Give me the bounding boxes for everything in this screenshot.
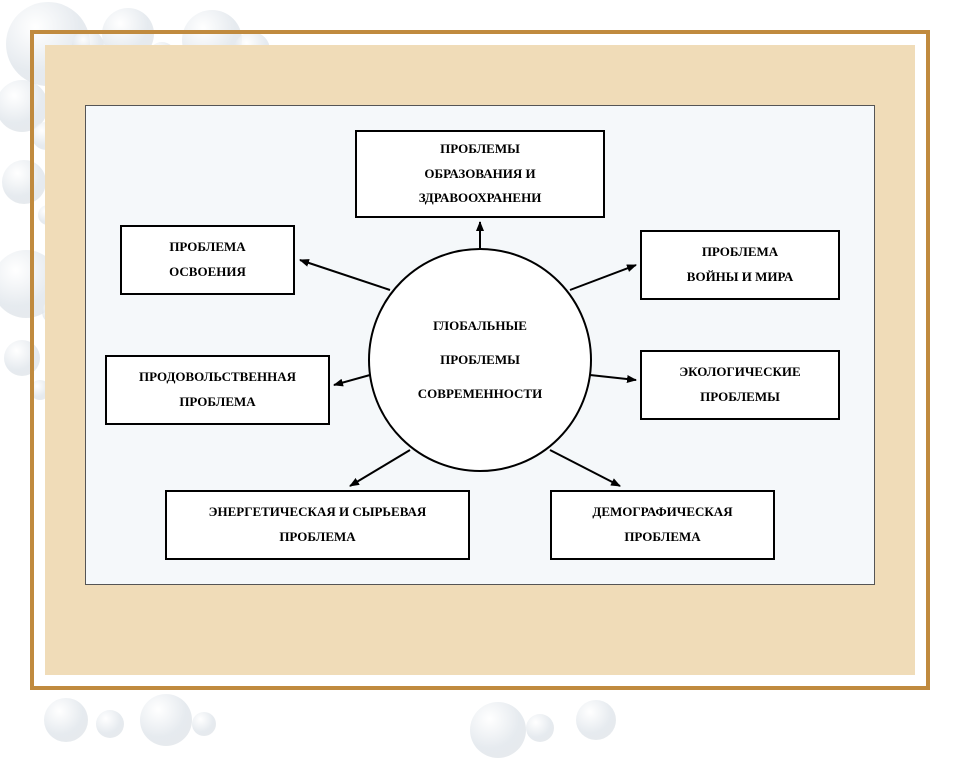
bubble xyxy=(96,710,124,738)
node-n-ml: ПРОДОВОЛЬСТВЕННАЯПРОБЛЕМА xyxy=(105,355,330,425)
center-line-2: ПРОБЛЕМЫ xyxy=(440,343,520,377)
node-n-mr-line: ПРОБЛЕМЫ xyxy=(700,385,780,410)
bubble xyxy=(526,714,554,742)
bubble xyxy=(576,700,616,740)
center-node: ГЛОБАЛЬНЫЕ ПРОБЛЕМЫ СОВРЕМЕННОСТИ xyxy=(368,248,592,472)
node-n-top: ПРОБЛЕМЫОБРАЗОВАНИЯ ИЗДРАВООХРАНЕНИ xyxy=(355,130,605,218)
node-n-br: ДЕМОГРАФИЧЕСКАЯПРОБЛЕМА xyxy=(550,490,775,560)
center-line-1: ГЛОБАЛЬНЫЕ xyxy=(433,309,527,343)
node-n-bl: ЭНЕРГЕТИЧЕСКАЯ И СЫРЬЕВАЯПРОБЛЕМА xyxy=(165,490,470,560)
node-n-br-line: ПРОБЛЕМА xyxy=(624,525,700,550)
center-line-3: СОВРЕМЕННОСТИ xyxy=(418,377,542,411)
node-n-top-line: ЗДРАВООХРАНЕНИ xyxy=(419,186,542,211)
node-n-top-line: ОБРАЗОВАНИЯ И xyxy=(424,162,535,187)
node-n-tr-line: ПРОБЛЕМА xyxy=(702,240,778,265)
node-n-tl: ПРОБЛЕМАОСВОЕНИЯ xyxy=(120,225,295,295)
node-n-bl-line: ПРОБЛЕМА xyxy=(279,525,355,550)
node-n-mr: ЭКОЛОГИЧЕСКИЕПРОБЛЕМЫ xyxy=(640,350,840,420)
node-n-tl-line: ОСВОЕНИЯ xyxy=(169,260,246,285)
node-n-tl-line: ПРОБЛЕМА xyxy=(169,235,245,260)
node-n-top-line: ПРОБЛЕМЫ xyxy=(440,137,520,162)
bubble xyxy=(140,694,192,746)
node-n-bl-line: ЭНЕРГЕТИЧЕСКАЯ И СЫРЬЕВАЯ xyxy=(209,500,427,525)
bubble xyxy=(470,702,526,758)
node-n-tr: ПРОБЛЕМАВОЙНЫ И МИРА xyxy=(640,230,840,300)
node-n-tr-line: ВОЙНЫ И МИРА xyxy=(687,265,793,290)
bubble xyxy=(192,712,216,736)
bubble xyxy=(44,698,88,742)
node-n-br-line: ДЕМОГРАФИЧЕСКАЯ xyxy=(592,500,732,525)
node-n-ml-line: ПРОДОВОЛЬСТВЕННАЯ xyxy=(139,365,296,390)
node-n-mr-line: ЭКОЛОГИЧЕСКИЕ xyxy=(679,360,800,385)
node-n-ml-line: ПРОБЛЕМА xyxy=(179,390,255,415)
